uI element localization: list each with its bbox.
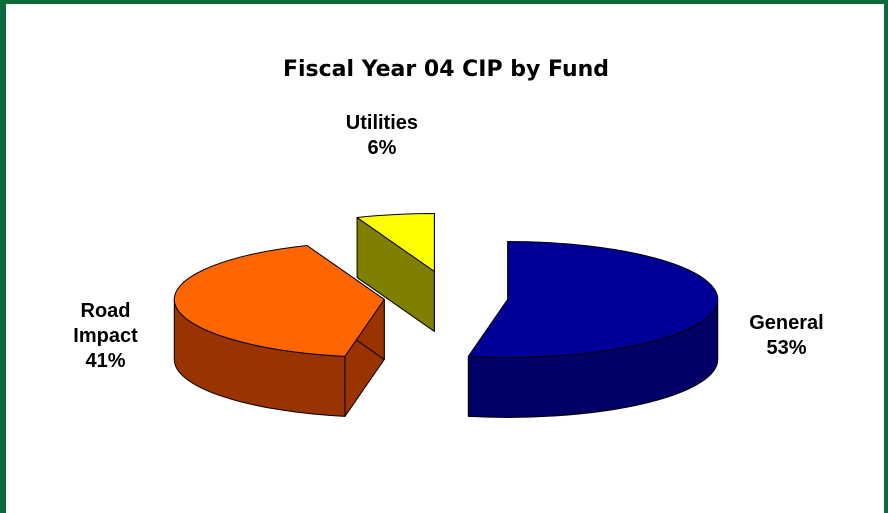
data-label-name: Road Impact: [73, 299, 138, 347]
slice: [356, 212, 435, 332]
slice-top: [173, 245, 385, 357]
slice-top: [356, 212, 435, 272]
data-label-name: General: [749, 312, 824, 335]
data-label-value: 6%: [367, 136, 397, 159]
slice: [173, 245, 385, 417]
chart-title: Fiscal Year 04 CIP by Fund: [283, 57, 609, 82]
data-label-name: Utilities: [345, 111, 419, 134]
slice-top: [467, 240, 719, 358]
data-label-value: 41%: [85, 349, 126, 372]
slice: [467, 240, 719, 418]
chart: Fiscal Year 04 CIP by Fund: [173, 57, 719, 418]
data-label-value: 53%: [766, 337, 807, 360]
